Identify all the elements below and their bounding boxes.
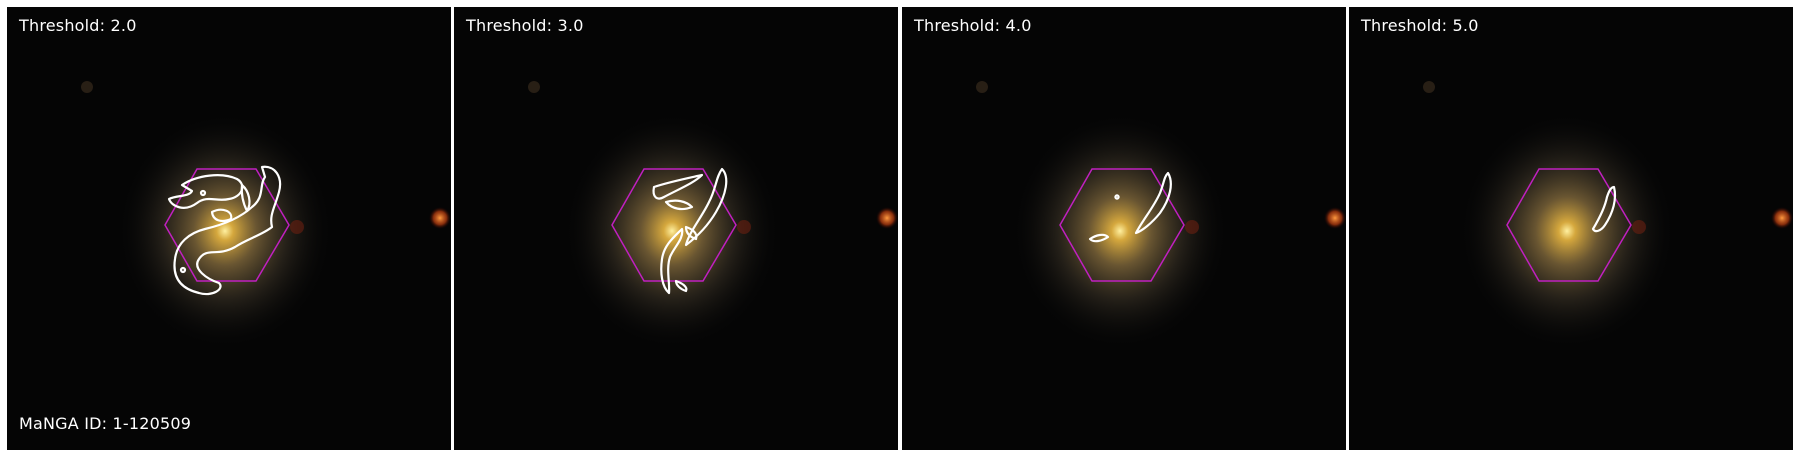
galaxy-image: [1423, 81, 1793, 346]
contour-lines: [167, 165, 282, 296]
galaxy-glow: [1462, 116, 1672, 346]
ifu-hexagon: [611, 168, 737, 282]
image-panel-threshold-4: Threshold: 4.0: [902, 7, 1346, 450]
background-star: [1771, 207, 1793, 229]
contour-lines: [652, 167, 728, 295]
ifu-hexagon: [164, 168, 290, 282]
image-panel-threshold-5: Threshold: 5.0: [1349, 7, 1793, 450]
ifu-hexagon: [1059, 168, 1185, 282]
background-star: [1324, 207, 1346, 229]
galaxy-image: [528, 81, 898, 346]
ifu-hexagon: [1506, 168, 1632, 282]
galaxy-glow: [1015, 116, 1225, 346]
contour-lines: [1088, 171, 1172, 243]
manga-id-label: MaNGA ID: 1-120509: [19, 414, 192, 433]
galaxy-image: [81, 81, 451, 346]
contour-lines: [1591, 185, 1617, 233]
background-star: [429, 207, 451, 229]
threshold-label: Threshold: 3.0: [466, 16, 584, 35]
threshold-label: Threshold: 4.0: [914, 16, 1032, 35]
galaxy-image: [976, 81, 1346, 346]
threshold-label: Threshold: 5.0: [1361, 16, 1479, 35]
background-star: [876, 207, 898, 229]
image-panel-threshold-3: Threshold: 3.0: [454, 7, 898, 450]
image-panel-threshold-2: Threshold: 2.0 MaNGA ID: 1-120509: [7, 7, 451, 450]
threshold-label: Threshold: 2.0: [19, 16, 137, 35]
